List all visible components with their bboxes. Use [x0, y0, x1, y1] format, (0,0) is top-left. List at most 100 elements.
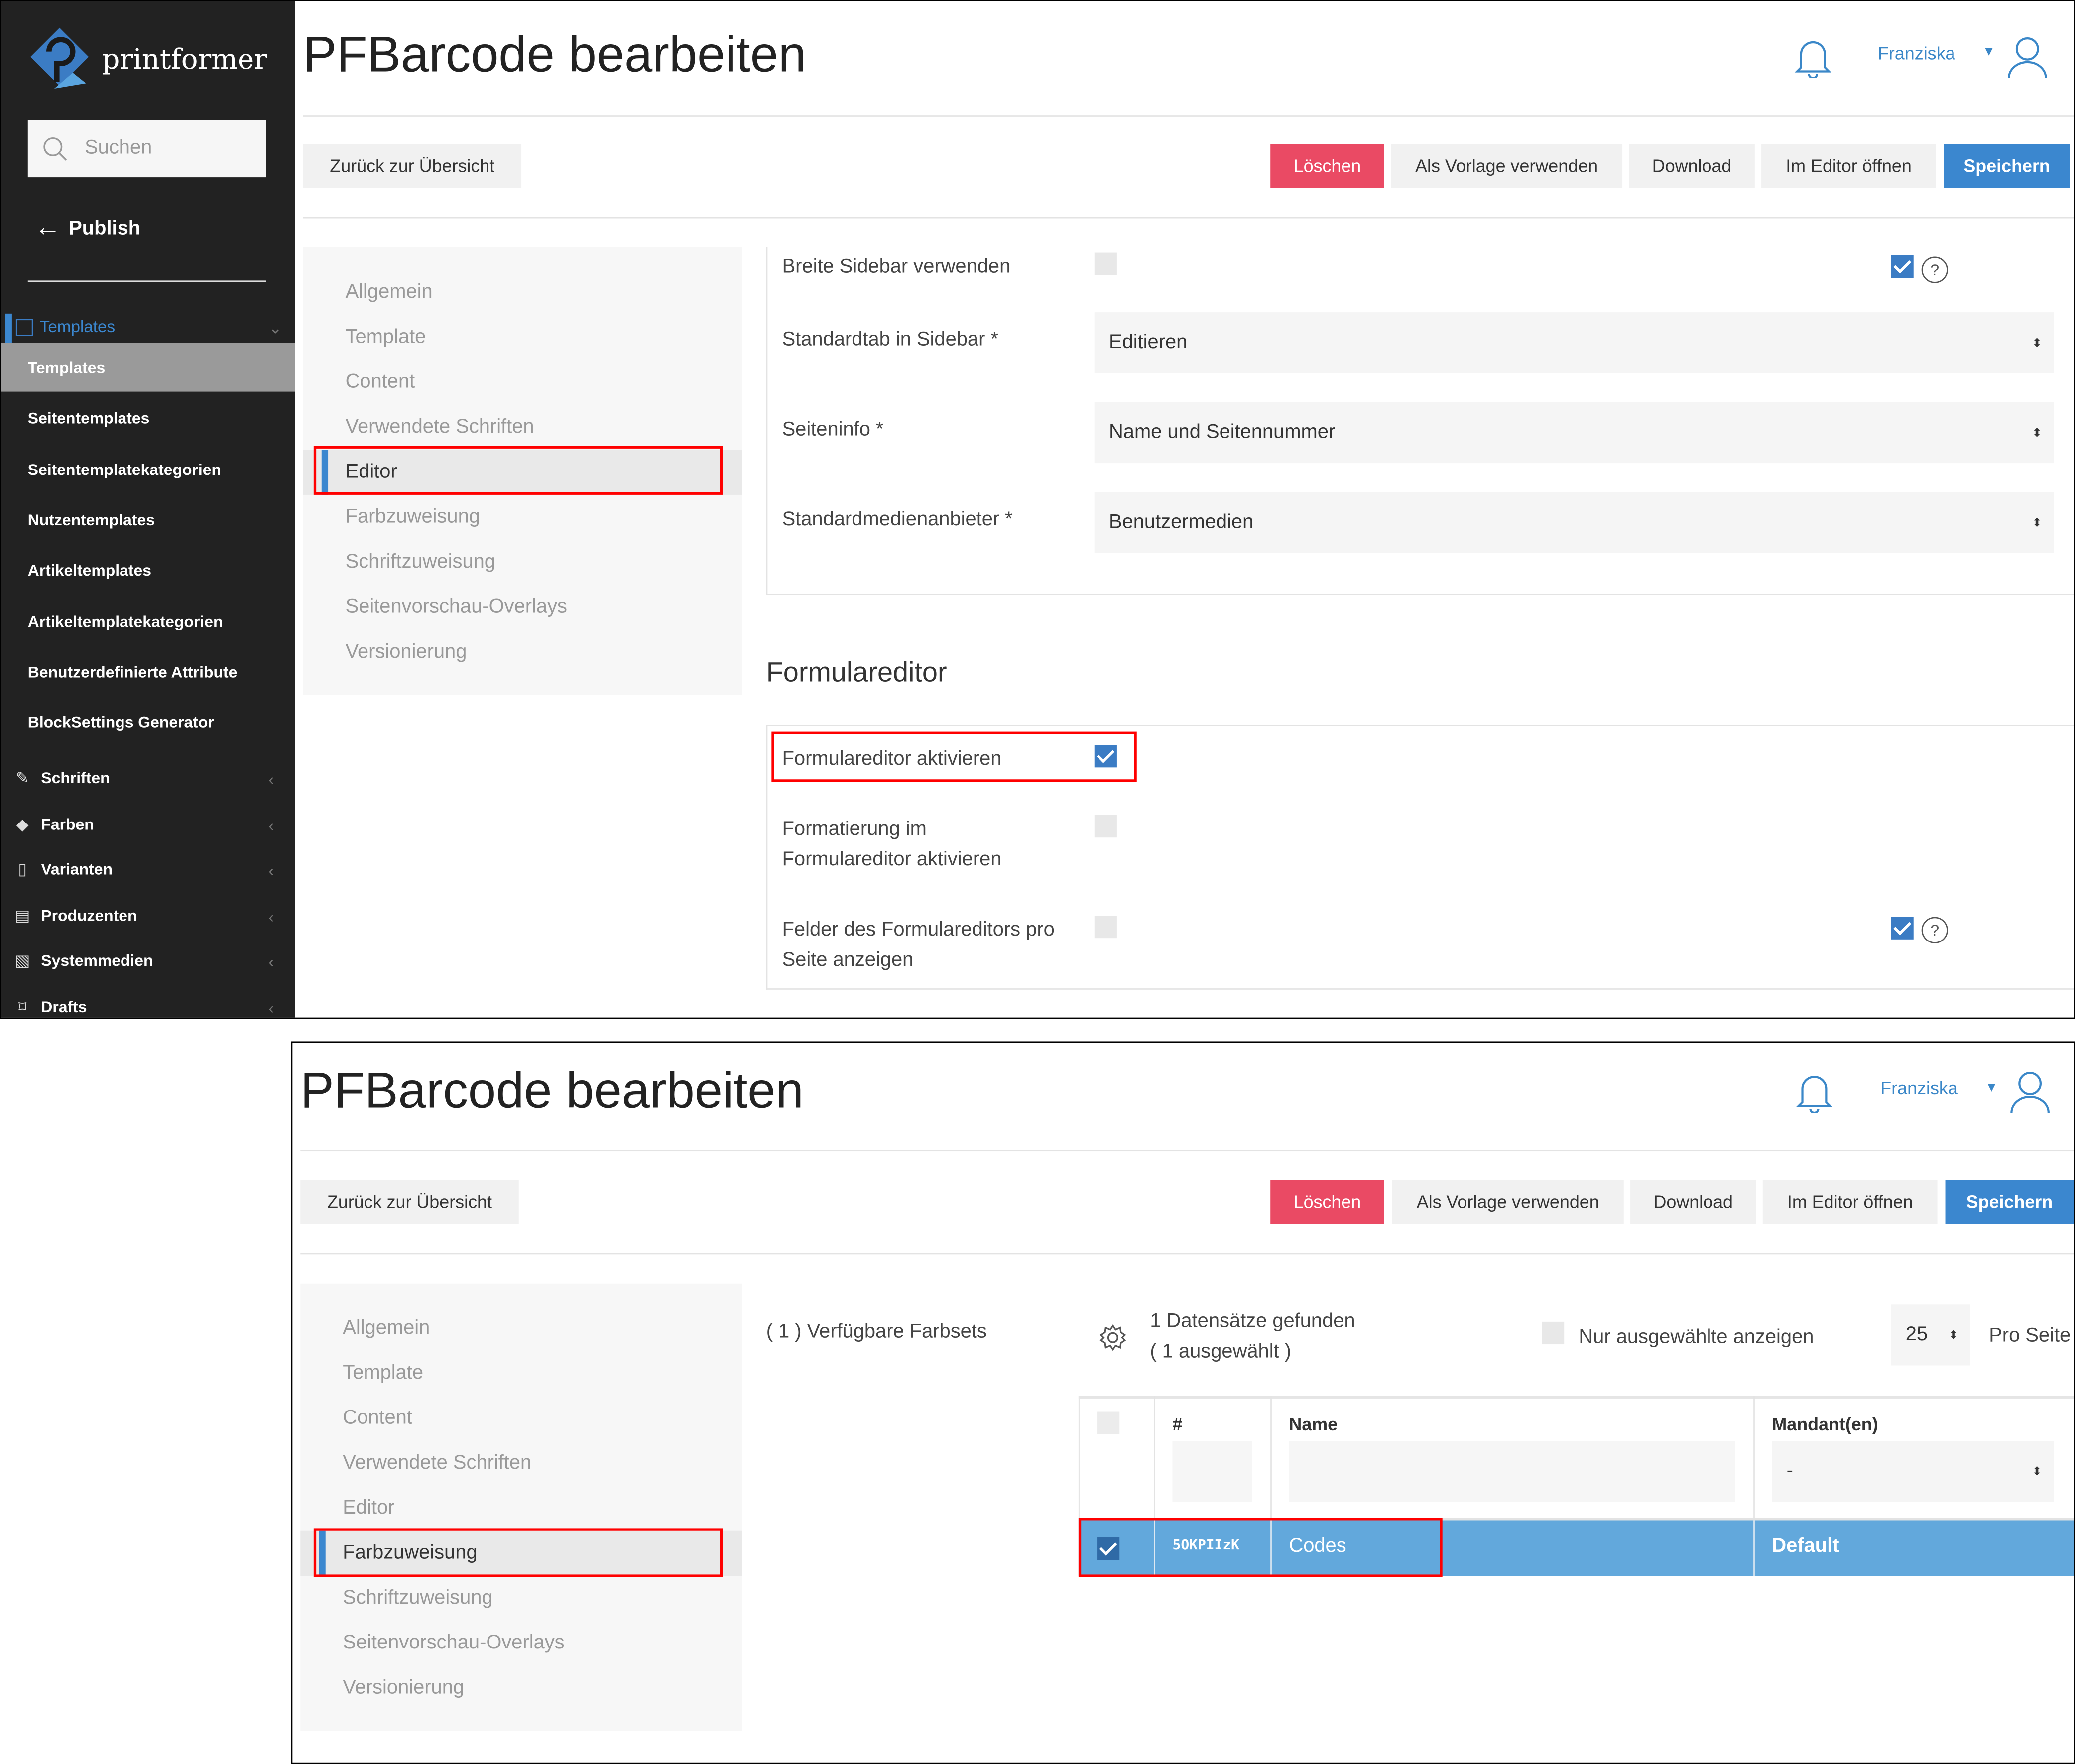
gear-icon[interactable] [1099, 1323, 1127, 1352]
nav-item-allgemein[interactable]: Allgemein [343, 1316, 430, 1339]
chevron-left-icon[interactable]: ‹ [268, 908, 274, 927]
only-selected-checkbox[interactable] [1541, 1321, 1565, 1345]
column-header-id[interactable]: # [1172, 1414, 1183, 1434]
nav-item-versionierung[interactable]: Versionierung [343, 1676, 465, 1699]
sidebar-item-artikeltemplatekategorien[interactable]: Artikeltemplatekategorien [27, 612, 223, 631]
nav-item-allgemein[interactable]: Allgemein [345, 280, 433, 303]
user-icon[interactable] [2009, 1069, 2051, 1114]
per-page-select[interactable]: 25 ⬍ [1891, 1304, 1971, 1366]
sidebar-group-produzenten[interactable]: ▤ Produzenten [12, 906, 137, 925]
nav-item-seitenvorschau-overlays[interactable]: Seitenvorschau-Overlays [345, 595, 567, 618]
use-as-template-button[interactable]: Als Vorlage verwenden [1392, 1180, 1624, 1224]
back-to-overview-button[interactable]: Zurück zur Übersicht [303, 144, 522, 188]
nav-item-seitenvorschau-overlays[interactable]: Seitenvorschau-Overlays [343, 1631, 565, 1654]
nav-item-verwendete-schriften[interactable]: Verwendete Schriften [343, 1451, 532, 1474]
sidebar-item-nutzentemplates[interactable]: Nutzentemplates [27, 510, 155, 529]
search-icon [43, 137, 67, 161]
delete-button[interactable]: Löschen [1270, 1180, 1384, 1224]
wide-sidebar-inherit-checkbox[interactable] [1891, 255, 1914, 278]
nav-item-versionierung[interactable]: Versionierung [345, 640, 467, 663]
table-row[interactable]: 5OKPIIzK Codes Default [1078, 1518, 2074, 1576]
chevron-down-icon[interactable]: ⌄ [268, 319, 282, 338]
search-box[interactable]: Suchen [27, 120, 266, 178]
sidebar-section-templates[interactable]: Templates [15, 318, 115, 336]
sidebar-group-label: Schriften [41, 769, 110, 788]
back-label: Publish [69, 217, 141, 240]
delete-button[interactable]: Löschen [1270, 144, 1384, 188]
help-icon[interactable]: ? [1921, 917, 1948, 943]
save-button[interactable]: Speichern [1945, 1180, 2074, 1224]
open-in-editor-button[interactable]: Im Editor öffnen [1762, 1180, 1938, 1224]
media-provider-select[interactable]: Benutzermedien ⬍ [1094, 492, 2054, 553]
form-editor-enable-checkbox[interactable] [1094, 745, 1117, 768]
user-icon[interactable] [2006, 34, 2049, 79]
id-filter-input[interactable] [1172, 1441, 1252, 1502]
bell-icon[interactable] [1796, 1070, 1833, 1113]
bell-icon[interactable] [1794, 36, 1831, 78]
caret-down-icon[interactable]: ▼ [1985, 1081, 1998, 1096]
use-as-template-button[interactable]: Als Vorlage verwenden [1391, 144, 1623, 188]
download-button[interactable]: Download [1629, 144, 1755, 188]
nav-item-content[interactable]: Content [345, 370, 415, 393]
nav-item-editor[interactable]: Editor [343, 1496, 395, 1519]
select-all-checkbox[interactable] [1097, 1411, 1120, 1434]
printformer-logo-icon [30, 27, 89, 89]
page-info-select[interactable]: Name und Seitennummer ⬍ [1094, 402, 2054, 464]
chevron-left-icon[interactable]: ‹ [268, 952, 274, 971]
nav-item-editor[interactable]: Editor [303, 450, 742, 495]
nav-item-content[interactable]: Content [343, 1406, 412, 1429]
sidebar-item-artikeltemplates[interactable]: Artikeltemplates [27, 561, 151, 580]
fields-per-page-checkbox[interactable] [1094, 915, 1117, 939]
sidebar-item-seitentemplatekategorien[interactable]: Seitentemplatekategorien [27, 460, 221, 479]
chevron-left-icon[interactable]: ‹ [268, 816, 274, 835]
nav-item-template[interactable]: Template [345, 325, 426, 348]
sidebar-group-varianten[interactable]: ▯ Varianten [12, 860, 113, 878]
default-tab-label: Standardtab in Sidebar * [782, 328, 998, 351]
mandant-filter-select[interactable]: - ⬍ [1772, 1441, 2054, 1502]
nav-item-schriftzuweisung[interactable]: Schriftzuweisung [345, 550, 495, 573]
help-icon[interactable]: ? [1921, 256, 1948, 283]
chevron-left-icon[interactable]: ‹ [268, 999, 274, 1018]
search-input[interactable]: Suchen [85, 136, 152, 159]
form-editor-enable-label: Formulareditor aktivieren [782, 747, 1002, 770]
default-tab-select[interactable]: Editieren ⬍ [1094, 312, 2054, 373]
nav-item-verwendete-schriften[interactable]: Verwendete Schriften [345, 415, 534, 438]
records-selected: ( 1 ausgewählt ) [1150, 1340, 1292, 1363]
back-to-publish[interactable]: ← Publish [34, 213, 140, 243]
row-checkbox[interactable] [1097, 1537, 1120, 1560]
nav-item-schriftzuweisung[interactable]: Schriftzuweisung [343, 1586, 493, 1609]
selected-value: Editieren [1108, 331, 1188, 353]
download-button[interactable]: Download [1630, 1180, 1756, 1224]
editor-settings-screen: printformer Suchen ← Publish Templates ⌄… [0, 0, 2075, 1019]
chevron-left-icon[interactable]: ‹ [268, 861, 274, 880]
sidebar-group-farben[interactable]: ◆ Farben [12, 815, 94, 833]
nav-item-template[interactable]: Template [343, 1361, 424, 1384]
sidebar-group-systemmedien[interactable]: ▧ Systemmedien [12, 951, 153, 970]
open-in-editor-button[interactable]: Im Editor öffnen [1761, 144, 1936, 188]
column-header-name[interactable]: Name [1289, 1414, 1338, 1434]
sidebar-item-templates[interactable]: Templates [27, 358, 106, 377]
fields-per-page-inherit-checkbox[interactable] [1891, 917, 1914, 940]
name-filter-input[interactable] [1289, 1441, 1735, 1502]
nav-item-farbzuweisung[interactable]: Farbzuweisung [300, 1530, 742, 1576]
sidebar-group-drafts[interactable]: ⌑ Drafts [12, 998, 87, 1016]
formatting-checkbox[interactable] [1094, 815, 1117, 838]
nav-item-farbzuweisung[interactable]: Farbzuweisung [345, 505, 480, 528]
page-title: PFBarcode bearbeiten [300, 1063, 804, 1120]
sidebar-item-benutzerdefinierte-attribute[interactable]: Benutzerdefinierte Attribute [27, 663, 238, 682]
divider [303, 115, 2074, 117]
caret-down-icon[interactable]: ▼ [1982, 45, 1996, 60]
divider [303, 217, 2074, 219]
back-to-overview-button[interactable]: Zurück zur Übersicht [300, 1180, 519, 1224]
sidebar-group-label: Produzenten [41, 906, 137, 925]
user-name[interactable]: Franziska [1877, 43, 1955, 64]
pencil-icon: ✎ [15, 769, 29, 788]
save-button[interactable]: Speichern [1944, 144, 2070, 188]
user-name[interactable]: Franziska [1880, 1078, 1958, 1098]
wide-sidebar-checkbox[interactable] [1094, 252, 1117, 275]
sidebar-item-blocksettings-generator[interactable]: BlockSettings Generator [27, 713, 214, 732]
chevron-left-icon[interactable]: ‹ [268, 770, 274, 789]
sidebar-group-schriften[interactable]: ✎ Schriften [12, 769, 110, 787]
sidebar-item-seitentemplates[interactable]: Seitentemplates [27, 409, 150, 428]
column-header-mandant[interactable]: Mandant(en) [1772, 1414, 1878, 1434]
